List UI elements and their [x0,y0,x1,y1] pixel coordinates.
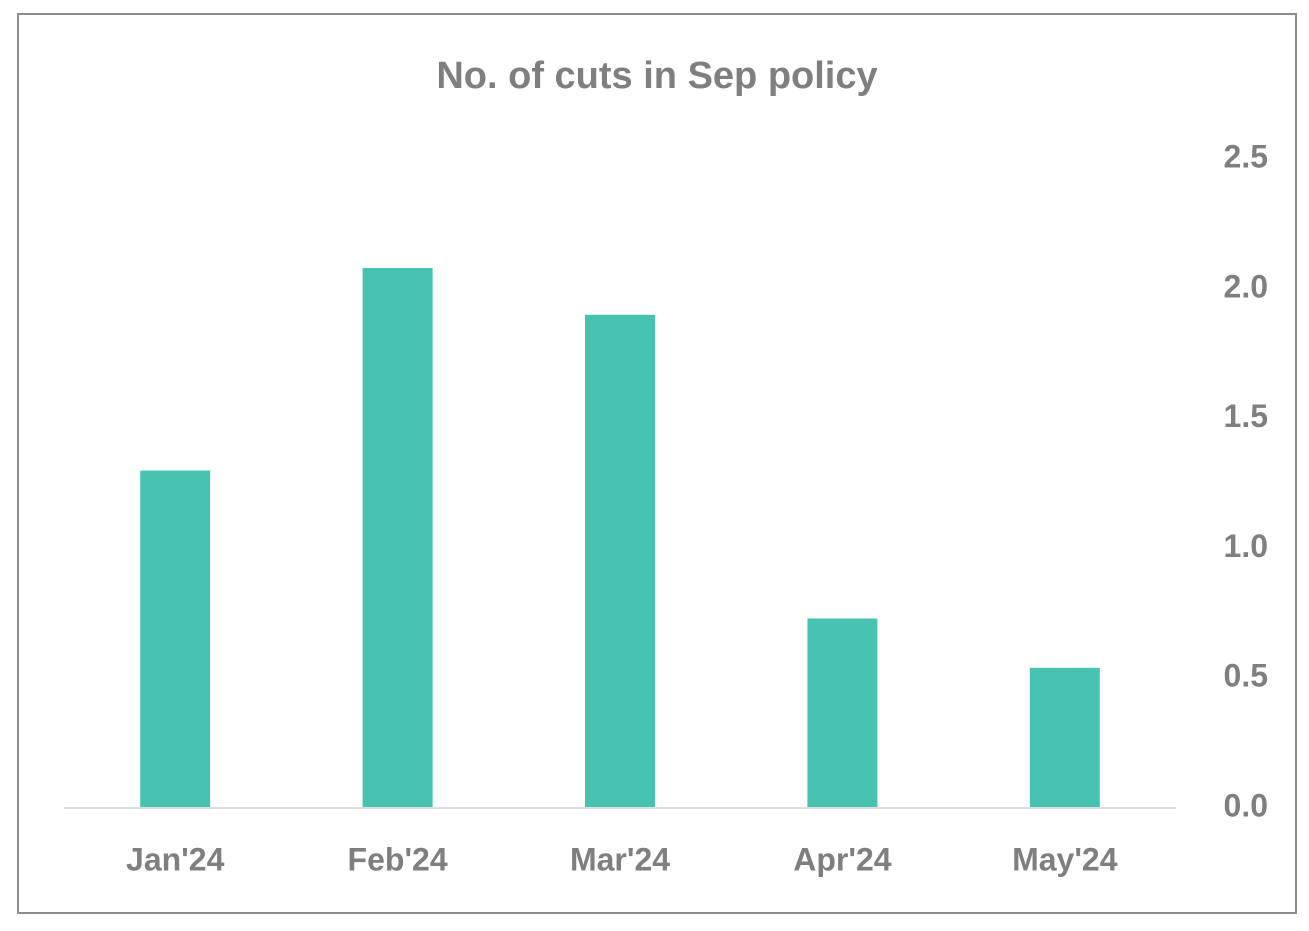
y-tick-label: 2.0 [1224,268,1268,304]
bar [807,618,878,808]
x-tick-label: Jan'24 [126,841,225,877]
x-tick-label: May'24 [1012,841,1118,877]
y-tick-label: 1.5 [1224,398,1268,434]
x-tick-label: Apr'24 [793,841,892,877]
bar [362,268,433,809]
y-tick-label: 0.5 [1224,658,1268,694]
y-tick-label: 2.5 [1224,138,1268,174]
x-tick-label: Feb'24 [348,841,448,877]
chart-title: No. of cuts in Sep policy [436,55,877,97]
bar [585,314,655,808]
bar [140,470,211,808]
x-tick-label: Mar'24 [570,841,670,877]
y-tick-label: 1.0 [1224,528,1268,564]
y-tick-label: 0.0 [1224,787,1268,823]
bar [1029,667,1100,808]
